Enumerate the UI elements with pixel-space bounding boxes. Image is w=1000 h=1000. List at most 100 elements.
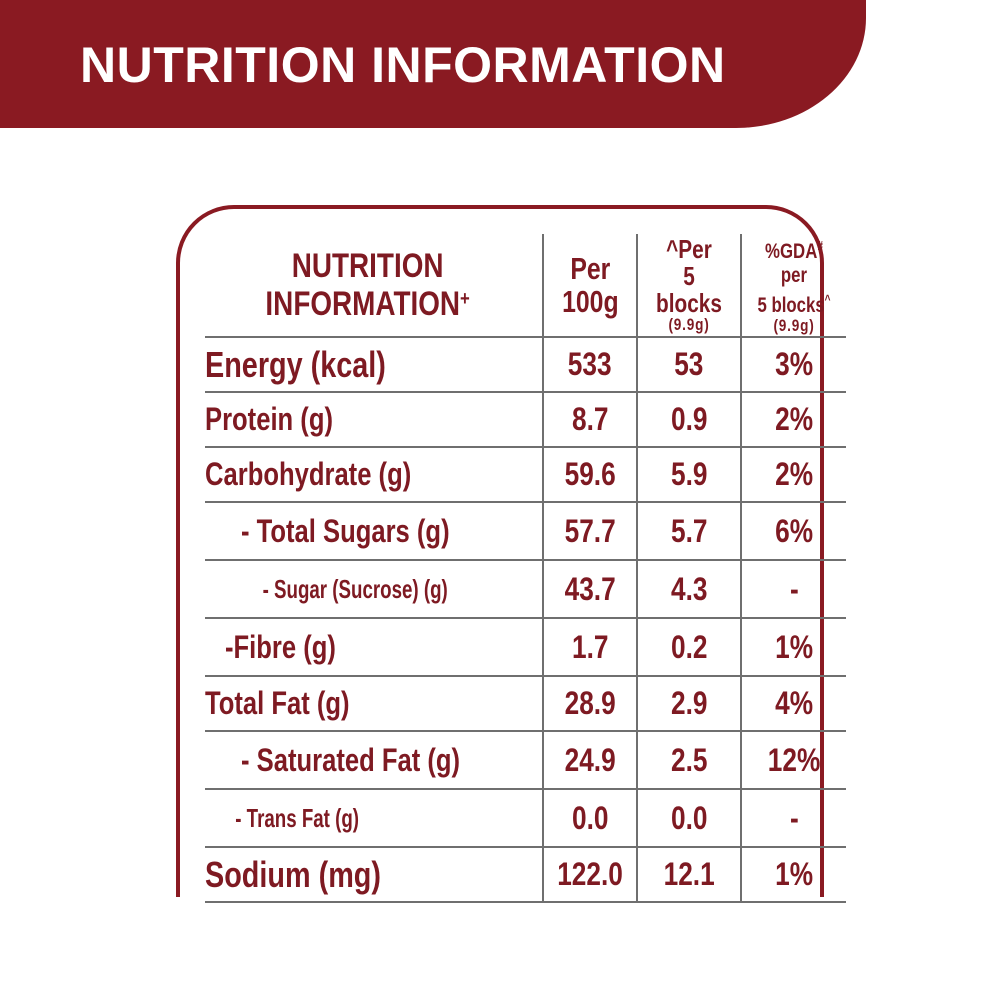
- header-per100-line2: 100g: [561, 284, 619, 319]
- table-row-energy: Energy (kcal) 533 53 3%: [205, 337, 847, 393]
- per100-value: 533: [568, 346, 613, 382]
- row-label: - Saturated Fat (g): [241, 741, 461, 778]
- header-title-line1: NUTRITION: [291, 246, 444, 285]
- header-per-serving-line3: (9.9g): [668, 314, 710, 334]
- gda-cell: -: [741, 789, 847, 848]
- row-label-cell: - Total Sugars (g): [205, 502, 545, 561]
- gda-value: 1%: [775, 856, 814, 892]
- per100-value: 24.9: [564, 741, 616, 778]
- table-row-total-sugars: - Total Sugars (g) 57.7 5.7 6%: [205, 502, 847, 561]
- row-label-cell: - Saturated Fat (g): [205, 731, 545, 790]
- row-label-cell: Energy (kcal): [205, 337, 545, 393]
- per-serving-cell: 0.9: [637, 392, 743, 448]
- gda-cell: -: [741, 560, 847, 619]
- per100-cell: 8.7: [543, 392, 639, 448]
- per100-value: 59.6: [564, 456, 616, 492]
- per-serving-cell: 2.5: [637, 731, 743, 790]
- header-title-cell: NUTRITION INFORMATION+: [205, 234, 545, 338]
- per-serving-value: 2.9: [670, 685, 708, 721]
- gda-value: 12%: [767, 741, 821, 778]
- per100-value: 0.0: [571, 799, 609, 836]
- row-label: -Fibre (g): [225, 628, 336, 665]
- header-per100-line1: Per: [570, 251, 611, 286]
- gda-cell: 2%: [741, 447, 847, 503]
- row-label: Sodium (mg): [205, 853, 381, 895]
- per-serving-cell: 53: [637, 337, 743, 393]
- gda-cell: 12%: [741, 731, 847, 790]
- per100-cell: 57.7: [543, 502, 639, 561]
- per100-cell: 59.6: [543, 447, 639, 503]
- header-per-serving-line1: ^Per: [666, 233, 712, 264]
- table-header-row: NUTRITION INFORMATION+ Per 100g ^Per 5 b…: [205, 234, 847, 338]
- gda-cell: 2%: [741, 392, 847, 448]
- table-row-trans-fat: - Trans Fat (g) 0.0 0.0 -: [205, 789, 847, 848]
- row-label-cell: - Trans Fat (g): [205, 789, 545, 848]
- title-banner: NUTRITION INFORMATION: [0, 0, 866, 128]
- header-title: NUTRITION INFORMATION+: [265, 246, 470, 323]
- gda-value: -: [789, 570, 799, 607]
- table-row-carbohydrate: Carbohydrate (g) 59.6 5.9 2%: [205, 447, 847, 503]
- table-row-saturated-fat: - Saturated Fat (g) 24.9 2.5 12%: [205, 731, 847, 790]
- table-row-sucrose: - Sugar (Sucrose) (g) 43.7 4.3 -: [205, 560, 847, 619]
- gda-value: 2%: [775, 456, 814, 492]
- per-serving-cell: 0.0: [637, 789, 743, 848]
- per-serving-cell: 5.7: [637, 502, 743, 561]
- row-label-cell: Protein (g): [205, 392, 545, 448]
- header-gda-line1b: per: [781, 264, 808, 287]
- per100-value: 8.7: [571, 401, 609, 437]
- table-row-sodium: Sodium (mg) 122.0 12.1 1%: [205, 847, 847, 903]
- gda-value: 4%: [775, 685, 814, 721]
- header-title-line2: INFORMATION: [265, 284, 460, 323]
- header-per-serving: ^Per 5 blocks (9.9g): [648, 236, 730, 335]
- header-gda: %GDA# per 5 blocks^ (9.9g): [753, 234, 836, 336]
- row-label-cell: Total Fat (g): [205, 676, 545, 732]
- per-serving-cell: 12.1: [637, 847, 743, 903]
- per-serving-value: 4.3: [670, 570, 708, 607]
- gda-value: 2%: [775, 401, 814, 437]
- row-label: - Total Sugars (g): [241, 512, 450, 549]
- row-label: Protein (g): [205, 401, 333, 437]
- per-serving-cell: 0.2: [637, 618, 743, 677]
- header-gda-line1a: %GDA: [765, 240, 818, 263]
- per-serving-value: 53: [674, 346, 704, 382]
- per100-value: 57.7: [564, 512, 616, 549]
- gda-value: 3%: [775, 346, 814, 382]
- per-serving-cell: 4.3: [637, 560, 743, 619]
- per-serving-value: 5.7: [670, 512, 708, 549]
- gda-cell: 1%: [741, 847, 847, 903]
- row-label-cell: Sodium (mg): [205, 847, 545, 903]
- per100-value: 43.7: [564, 570, 616, 607]
- row-label: Energy (kcal): [205, 343, 386, 385]
- per-serving-value: 2.5: [670, 741, 708, 778]
- row-label: - Sugar (Sucrose) (g): [262, 573, 448, 604]
- banner-title: NUTRITION INFORMATION: [80, 37, 726, 93]
- per-serving-value: 12.1: [663, 856, 715, 892]
- per100-cell: 0.0: [543, 789, 639, 848]
- header-gda-line3: (9.9g): [773, 316, 815, 335]
- header-per100: Per 100g: [562, 252, 619, 318]
- per-serving-value: 0.2: [670, 628, 708, 665]
- per100-cell: 122.0: [543, 847, 639, 903]
- per-serving-value: 0.0: [670, 799, 708, 836]
- header-title-mark: +: [459, 287, 470, 310]
- per100-value: 28.9: [564, 685, 616, 721]
- per100-value: 1.7: [571, 628, 609, 665]
- gda-cell: 1%: [741, 618, 847, 677]
- per100-cell: 533: [543, 337, 639, 393]
- header-per-serving-line2: 5 blocks: [656, 260, 723, 318]
- per100-value: 122.0: [557, 856, 623, 892]
- gda-value: -: [789, 799, 799, 836]
- nutrition-table: NUTRITION INFORMATION+ Per 100g ^Per 5 b…: [205, 234, 847, 903]
- row-label-cell: Carbohydrate (g): [205, 447, 545, 503]
- per-serving-value: 0.9: [670, 401, 708, 437]
- table-row-fibre: -Fibre (g) 1.7 0.2 1%: [205, 618, 847, 677]
- header-gda-line2-mark: ^: [824, 293, 831, 307]
- header-gda-line2a: 5 blocks: [757, 294, 825, 317]
- header-per100-cell: Per 100g: [543, 234, 639, 338]
- per-serving-cell: 2.9: [637, 676, 743, 732]
- header-gda-cell: %GDA# per 5 blocks^ (9.9g): [741, 234, 847, 338]
- gda-cell: 3%: [741, 337, 847, 393]
- header-gda-line1-mark: #: [817, 239, 824, 253]
- gda-cell: 4%: [741, 676, 847, 732]
- row-label: Carbohydrate (g): [205, 456, 412, 492]
